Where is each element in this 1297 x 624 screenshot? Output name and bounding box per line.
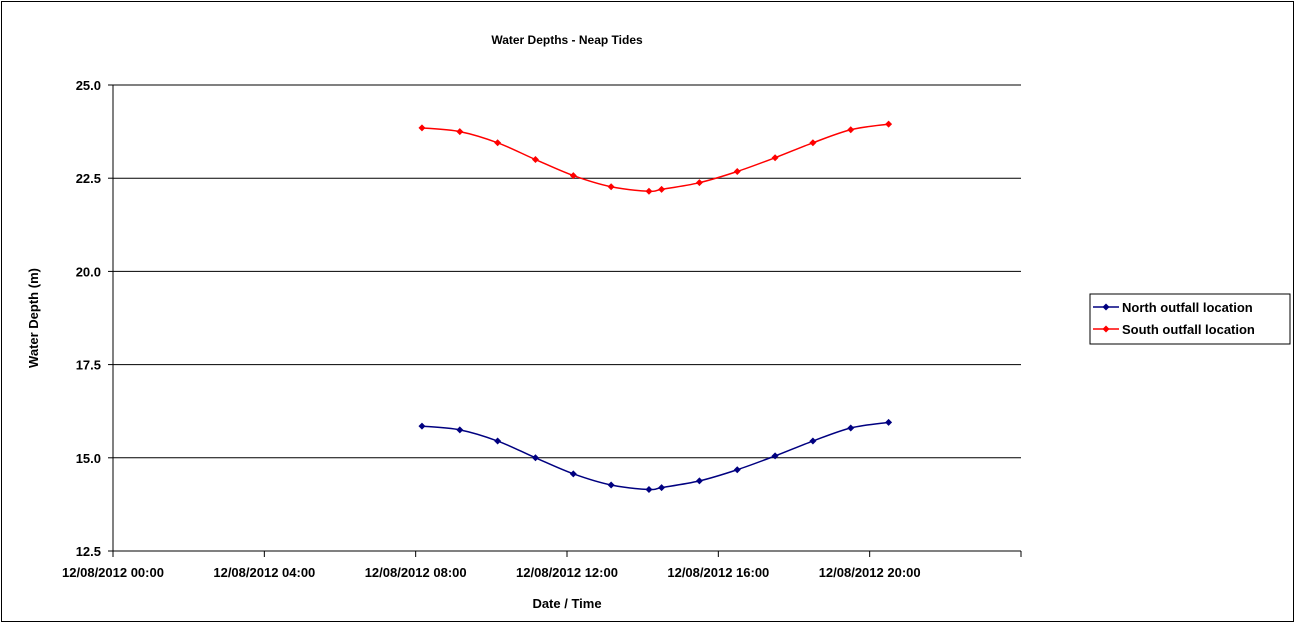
data-point bbox=[456, 426, 464, 434]
x-tick-label: 12/08/2012 04:00 bbox=[213, 565, 315, 580]
legend-box bbox=[1089, 293, 1291, 345]
chart-title: Water Depths - Neap Tides bbox=[491, 33, 643, 47]
data-point bbox=[733, 167, 741, 175]
data-point bbox=[695, 477, 703, 485]
x-tick-label: 12/08/2012 16:00 bbox=[667, 565, 769, 580]
data-point bbox=[531, 156, 539, 164]
data-point bbox=[418, 422, 426, 430]
legend: North outfall location South outfall loca… bbox=[1089, 293, 1291, 345]
data-point bbox=[607, 183, 615, 191]
series-line bbox=[421, 123, 889, 193]
data-point bbox=[645, 485, 653, 493]
y-tick-label: 22.5 bbox=[76, 171, 101, 186]
data-point bbox=[569, 470, 577, 478]
data-point bbox=[771, 154, 779, 162]
data-point bbox=[885, 120, 893, 128]
data-point bbox=[809, 139, 817, 147]
x-tick-label: 12/08/2012 08:00 bbox=[365, 565, 467, 580]
y-tick-label: 12.5 bbox=[76, 544, 101, 559]
x-axis-title: Date / Time bbox=[532, 596, 601, 611]
data-point bbox=[569, 172, 577, 180]
data-point bbox=[847, 126, 855, 134]
x-tick-label: 12/08/2012 00:00 bbox=[62, 565, 164, 580]
data-point bbox=[771, 452, 779, 460]
data-point bbox=[494, 139, 502, 147]
legend-items: North outfall location South outfall loca… bbox=[1093, 300, 1255, 337]
legend-marker bbox=[1102, 303, 1110, 311]
data-point bbox=[418, 124, 426, 132]
series-south bbox=[418, 120, 893, 195]
data-point bbox=[456, 128, 464, 136]
data-point bbox=[885, 418, 893, 426]
x-axis-ticks: 12/08/2012 00:00 12/08/2012 04:00 12/08/20… bbox=[62, 551, 1022, 580]
series-layer bbox=[418, 120, 893, 493]
legend-label: South outfall location bbox=[1122, 322, 1255, 337]
data-point bbox=[658, 185, 666, 193]
series-line bbox=[421, 421, 889, 491]
axes bbox=[112, 85, 1021, 552]
data-point bbox=[607, 481, 615, 489]
x-tick-label: 12/08/2012 12:00 bbox=[516, 565, 618, 580]
data-point bbox=[645, 187, 653, 195]
legend-marker bbox=[1102, 325, 1110, 333]
legend-label: North outfall location bbox=[1122, 300, 1253, 315]
data-point bbox=[695, 179, 703, 187]
data-point bbox=[494, 437, 502, 445]
y-axis-ticks: 12.5 15.0 17.5 20.0 22.5 25.0 bbox=[76, 78, 113, 559]
data-point bbox=[658, 484, 666, 492]
gridlines bbox=[113, 84, 1021, 552]
x-tick-label: 12/08/2012 20:00 bbox=[819, 565, 921, 580]
y-tick-label: 15.0 bbox=[76, 451, 101, 466]
y-axis-title: Water Depth (m) bbox=[26, 268, 41, 368]
series-north bbox=[418, 418, 893, 493]
y-tick-label: 17.5 bbox=[76, 358, 101, 373]
y-tick-label: 25.0 bbox=[76, 78, 101, 93]
data-point bbox=[733, 466, 741, 474]
data-point bbox=[847, 424, 855, 432]
y-tick-label: 20.0 bbox=[76, 264, 101, 279]
data-point bbox=[809, 437, 817, 445]
data-point bbox=[531, 454, 539, 462]
